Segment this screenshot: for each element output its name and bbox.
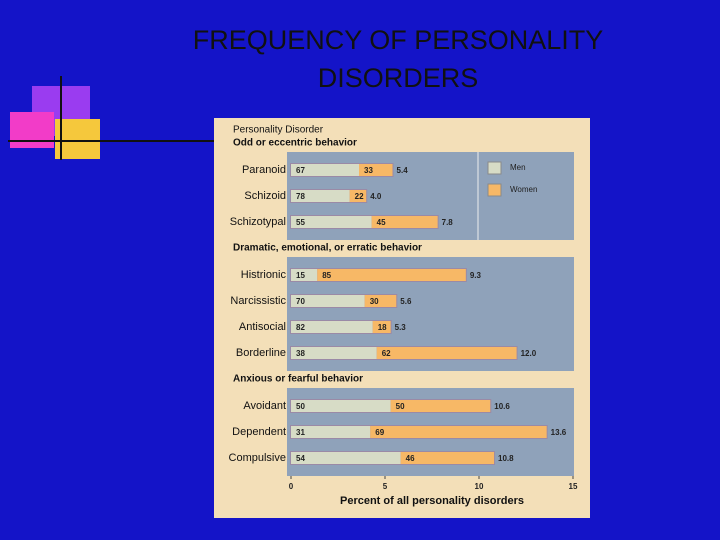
men-label: 78	[296, 192, 305, 201]
category-label: Antisocial	[239, 321, 286, 333]
category-label: Paranoid	[242, 164, 286, 176]
bar-men	[291, 295, 365, 307]
total-label: 10.6	[494, 402, 510, 411]
legend-label: Men	[510, 163, 526, 172]
women-label: 69	[375, 428, 384, 437]
women-label: 62	[382, 349, 391, 358]
category-label: Compulsive	[229, 452, 286, 464]
bar-men	[291, 321, 373, 333]
bar-women	[359, 164, 393, 176]
women-label: 30	[370, 297, 379, 306]
category-label: Narcissistic	[230, 295, 286, 307]
total-label: 4.0	[370, 192, 382, 201]
men-label: 31	[296, 428, 305, 437]
slide-title: FREQUENCY OF PERSONALITY	[193, 25, 604, 55]
bar-women	[371, 216, 438, 228]
men-label: 67	[296, 166, 305, 175]
women-label: 46	[406, 454, 415, 463]
total-label: 9.3	[470, 271, 482, 280]
total-label: 5.4	[397, 166, 409, 175]
deco-square	[55, 119, 100, 159]
x-tick-label: 5	[383, 482, 388, 491]
category-label: Schizotypal	[230, 216, 286, 228]
category-label: Histrionic	[241, 269, 287, 281]
chart-header: Personality Disorder	[233, 125, 324, 136]
group-heading: Dramatic, emotional, or erratic behavior	[233, 243, 422, 254]
x-tick-label: 15	[569, 482, 578, 491]
men-label: 15	[296, 271, 305, 280]
bar-women	[370, 426, 547, 438]
men-label: 54	[296, 454, 305, 463]
bar-women	[349, 190, 367, 202]
women-label: 50	[396, 402, 405, 411]
x-tick-label: 0	[289, 482, 294, 491]
bar-men	[291, 190, 350, 202]
women-label: 33	[364, 166, 373, 175]
category-label: Borderline	[236, 347, 286, 359]
bar-women	[400, 452, 495, 464]
men-label: 50	[296, 402, 305, 411]
x-tick-label: 10	[475, 482, 484, 491]
x-axis-label: Percent of all personality disorders	[340, 495, 524, 507]
slide-title: DISORDERS	[318, 63, 479, 93]
total-label: 5.3	[395, 323, 407, 332]
bar-men	[291, 269, 318, 281]
women-label: 22	[355, 192, 364, 201]
bar-men	[291, 426, 371, 438]
category-label: Schizoid	[244, 190, 286, 202]
women-label: 18	[378, 323, 387, 332]
bar-women	[376, 347, 517, 359]
bar-men	[291, 347, 377, 359]
men-label: 82	[296, 323, 305, 332]
legend-label: Women	[510, 185, 537, 194]
bar-men	[291, 164, 360, 176]
total-label: 10.8	[498, 454, 514, 463]
category-label: Dependent	[232, 426, 286, 438]
group-heading: Anxious or fearful behavior	[233, 374, 363, 385]
men-label: 55	[296, 218, 305, 227]
bar-women	[317, 269, 466, 281]
legend-swatch	[487, 183, 502, 197]
category-label: Avoidant	[243, 400, 286, 412]
bar-men	[291, 400, 391, 412]
group-heading: Odd or eccentric behavior	[233, 138, 357, 149]
men-label: 70	[296, 297, 305, 306]
deco-square	[10, 112, 54, 148]
men-label: 38	[296, 349, 305, 358]
total-label: 13.6	[551, 428, 567, 437]
total-label: 12.0	[521, 349, 537, 358]
women-label: 45	[377, 218, 386, 227]
bar-men	[291, 452, 401, 464]
legend-swatch	[487, 161, 502, 175]
bar-women	[390, 400, 491, 412]
total-label: 5.6	[400, 297, 412, 306]
bar-men	[291, 216, 372, 228]
total-label: 7.8	[442, 218, 454, 227]
bar-women	[372, 321, 391, 333]
women-label: 85	[322, 271, 331, 280]
bar-women	[364, 295, 397, 307]
